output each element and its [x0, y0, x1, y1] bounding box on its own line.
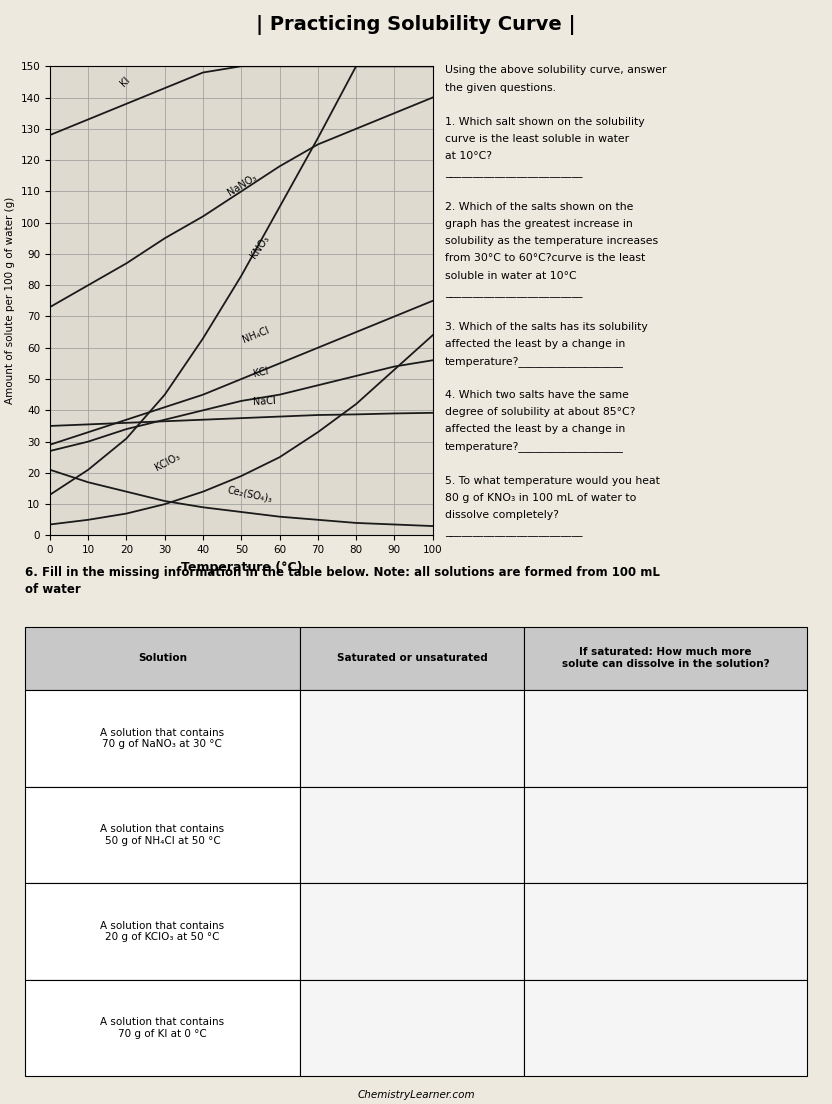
Text: _________________________: _________________________ [445, 288, 582, 298]
Text: degree of solubility at about 85°C?: degree of solubility at about 85°C? [445, 407, 636, 417]
Bar [300, 627, 524, 690]
Bar [524, 883, 807, 980]
Y-axis label: Amount of solute per 100 g of water (g): Amount of solute per 100 g of water (g) [5, 198, 15, 404]
Bar [524, 690, 807, 786]
Text: Saturated or unsaturated: Saturated or unsaturated [337, 654, 488, 664]
Bar [300, 690, 524, 786]
Text: A solution that contains
50 g of NH₄Cl at 50 °C: A solution that contains 50 g of NH₄Cl a… [101, 824, 225, 846]
Text: 5. To what temperature would you heat: 5. To what temperature would you heat [445, 476, 660, 486]
Text: from 30°C to 60°C?curve is the least: from 30°C to 60°C?curve is the least [445, 254, 646, 264]
Text: _________________________: _________________________ [445, 168, 582, 178]
X-axis label: Temperature (°C): Temperature (°C) [181, 561, 302, 574]
Text: curve is the least soluble in water: curve is the least soluble in water [445, 134, 629, 144]
Text: 80 g of KNO₃ in 100 mL of water to: 80 g of KNO₃ in 100 mL of water to [445, 492, 636, 502]
Text: 3. Which of the salts has its solubility: 3. Which of the salts has its solubility [445, 322, 648, 332]
Text: KCl: KCl [253, 367, 270, 379]
Text: A solution that contains
70 g of NaNO₃ at 30 °C: A solution that contains 70 g of NaNO₃ a… [101, 728, 225, 750]
Bar [25, 627, 300, 690]
Text: KClO₃: KClO₃ [153, 452, 181, 473]
Text: solubility as the temperature increases: solubility as the temperature increases [445, 236, 658, 246]
Bar [25, 690, 300, 786]
Text: NaNO₃: NaNO₃ [226, 172, 259, 198]
Text: NaCl: NaCl [253, 396, 276, 407]
Bar [300, 786, 524, 883]
Text: 6. Fill in the missing information in the table below. Note: all solutions are f: 6. Fill in the missing information in th… [25, 566, 660, 596]
Text: 2. Which of the salts shown on the: 2. Which of the salts shown on the [445, 202, 633, 212]
Bar [25, 786, 300, 883]
Bar [300, 883, 524, 980]
Bar [524, 980, 807, 1076]
Text: Solution: Solution [138, 654, 187, 664]
Text: ChemistryLearner.com: ChemistryLearner.com [357, 1090, 475, 1100]
Text: 4. Which two salts have the same: 4. Which two salts have the same [445, 390, 629, 400]
Text: A solution that contains
70 g of KI at 0 °C: A solution that contains 70 g of KI at 0… [101, 1017, 225, 1039]
Text: NH₄Cl: NH₄Cl [241, 325, 271, 344]
Text: temperature?___________________: temperature?___________________ [445, 442, 624, 453]
Text: 1. Which salt shown on the solubility: 1. Which salt shown on the solubility [445, 117, 645, 127]
Bar [25, 980, 300, 1076]
Text: dissolve completely?: dissolve completely? [445, 510, 559, 520]
Text: affected the least by a change in: affected the least by a change in [445, 424, 626, 434]
Bar [25, 883, 300, 980]
Text: graph has the greatest increase in: graph has the greatest increase in [445, 220, 633, 230]
Text: affected the least by a change in: affected the least by a change in [445, 339, 626, 349]
Bar [524, 627, 807, 690]
Text: _________________________: _________________________ [445, 527, 582, 537]
Bar [300, 980, 524, 1076]
Text: | Practicing Solubility Curve |: | Practicing Solubility Curve | [256, 14, 576, 35]
Text: temperature?___________________: temperature?___________________ [445, 355, 624, 367]
Text: at 10°C?: at 10°C? [445, 151, 492, 161]
Text: If saturated: How much more
solute can dissolve in the solution?: If saturated: How much more solute can d… [562, 647, 770, 669]
Text: Ce₂(SO₄)₃: Ce₂(SO₄)₃ [226, 485, 273, 505]
Bar [524, 786, 807, 883]
Text: soluble in water at 10°C: soluble in water at 10°C [445, 270, 577, 280]
Text: KI: KI [119, 75, 132, 88]
Text: the given questions.: the given questions. [445, 83, 556, 93]
Text: KNO₃: KNO₃ [249, 234, 272, 261]
Text: Using the above solubility curve, answer: Using the above solubility curve, answer [445, 65, 666, 75]
Text: A solution that contains
20 g of KClO₃ at 50 °C: A solution that contains 20 g of KClO₃ a… [101, 921, 225, 943]
